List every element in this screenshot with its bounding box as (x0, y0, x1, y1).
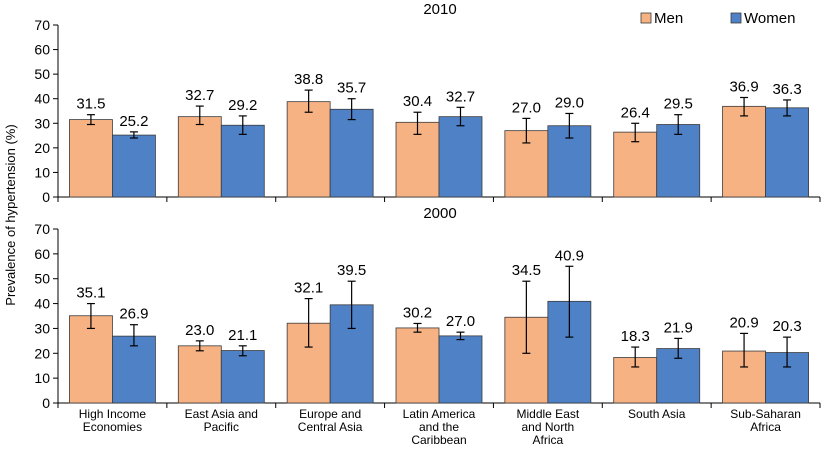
data-label: 20.9 (729, 314, 758, 331)
bar-2000-men-0 (69, 315, 113, 404)
data-label: 32.7 (446, 88, 475, 105)
data-label: 21.9 (664, 319, 693, 336)
bar-2010-women-3 (438, 116, 483, 198)
y-tick-label: 60 (34, 246, 50, 262)
panel-title-2000: 2000 (423, 205, 456, 222)
category-label-4: Middle East and North Africa (517, 407, 580, 447)
y-tick-label: 10 (34, 370, 50, 386)
data-label: 32.1 (294, 280, 323, 297)
legend-swatch-men (640, 12, 652, 24)
data-label: 40.9 (555, 247, 584, 264)
data-label: 20.3 (772, 318, 801, 335)
panel-title-2010: 2010 (423, 1, 456, 18)
data-label: 30.4 (403, 93, 432, 110)
data-label: 31.5 (76, 96, 105, 113)
y-tick-label: 20 (34, 345, 50, 361)
legend-label-men: Men (654, 10, 683, 27)
y-tick-label: 50 (34, 271, 50, 287)
category-label-6: Sub-Saharan Africa (730, 407, 801, 434)
bar-2010-men-5 (613, 131, 658, 198)
bar-2010-women-6 (765, 107, 809, 198)
bar-2000-women-3 (438, 335, 483, 404)
data-label: 35.7 (337, 80, 366, 97)
data-label: 39.5 (337, 262, 366, 279)
data-label: 32.7 (185, 87, 214, 104)
category-label-1: East Asia and Pacific (185, 407, 258, 434)
bar-2010-women-2 (329, 108, 374, 198)
data-label: 27.0 (512, 99, 541, 116)
category-label-0: High Income Economies (79, 407, 147, 434)
data-label: 36.3 (772, 81, 801, 98)
data-label: 29.2 (228, 97, 257, 114)
y-tick-label: 30 (34, 320, 50, 336)
y-tick-label: 70 (34, 17, 50, 33)
data-label: 34.5 (512, 262, 541, 279)
category-label-3: Latin America and the Caribbean (403, 407, 476, 447)
bar-2010-women-5 (656, 124, 701, 198)
data-label: 23.0 (185, 322, 214, 339)
y-tick-label: 10 (34, 164, 50, 180)
data-label: 26.4 (621, 104, 650, 121)
data-label: 35.1 (76, 285, 105, 302)
category-label-2: Europe and Central Asia (298, 407, 363, 434)
data-label: 18.3 (621, 328, 650, 345)
data-label: 29.0 (555, 94, 584, 111)
data-label: 36.9 (729, 78, 758, 95)
data-label: 30.2 (403, 304, 432, 321)
data-label: 26.9 (119, 306, 148, 323)
bar-2000-men-3 (395, 327, 440, 404)
bar-2010-men-1 (177, 116, 222, 198)
y-tick-label: 50 (34, 66, 50, 82)
y-tick-label: 0 (42, 395, 50, 411)
y-tick-label: 30 (34, 115, 50, 131)
y-tick-label: 0 (42, 189, 50, 205)
bar-2010-men-6 (722, 105, 766, 198)
bar-2010-men-2 (286, 101, 331, 198)
y-tick-label: 20 (34, 140, 50, 156)
category-label-5: South Asia (628, 407, 686, 421)
data-label: 25.2 (119, 113, 148, 130)
bar-2010-women-0 (112, 134, 156, 198)
legend-swatch-women (730, 12, 742, 24)
bar-2000-men-1 (177, 345, 222, 404)
data-label: 29.5 (664, 96, 693, 113)
data-label: 21.1 (228, 327, 257, 344)
bar-2010-men-0 (69, 119, 113, 198)
y-tick-label: 40 (34, 91, 50, 107)
legend-label-women: Women (744, 10, 795, 27)
data-label: 38.8 (294, 71, 323, 88)
y-axis-label: Prevalence of hypertension (%) (3, 124, 18, 305)
y-tick-label: 40 (34, 296, 50, 312)
y-tick-label: 70 (34, 221, 50, 237)
bar-2000-women-1 (220, 350, 265, 404)
data-label: 27.0 (446, 313, 475, 330)
bar-2010-women-1 (220, 124, 265, 198)
y-tick-label: 60 (34, 42, 50, 58)
